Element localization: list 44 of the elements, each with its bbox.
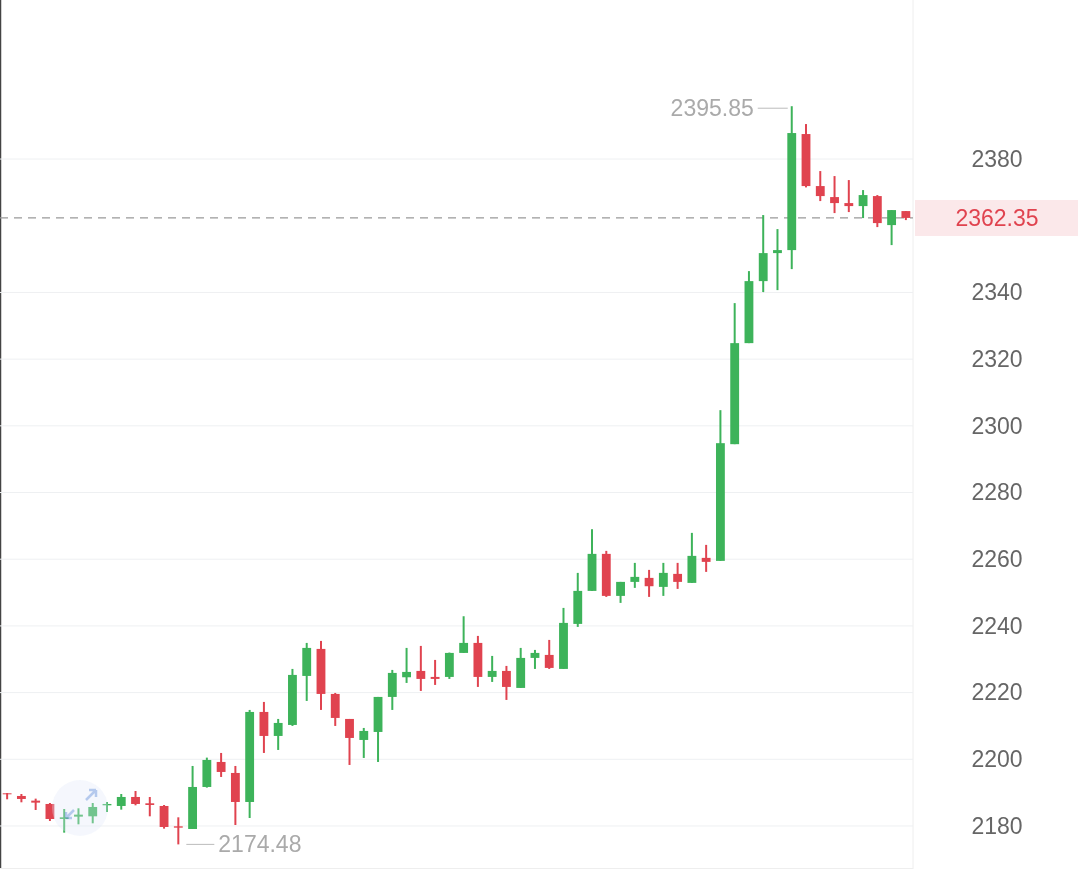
candlestick [273,717,283,751]
y-tick-label: 2320 [971,346,1023,372]
candlestick [59,807,69,834]
candlestick [173,816,183,846]
candlestick [544,638,554,670]
y-tick-label: 2340 [971,279,1023,306]
candlestick [45,801,55,822]
candlestick [359,726,369,759]
candlestick [430,658,440,686]
candlestick [145,795,155,818]
y-tick-label: 2300 [971,412,1023,439]
candlestick [701,543,711,573]
candlestick [159,803,169,830]
annotation: 2395.85 [670,95,754,122]
candlestick [459,615,469,654]
y-tick-label: 2260 [971,546,1023,573]
ref-line-label: 2362.35 [955,204,1039,231]
candlestick [887,209,897,247]
candlestick [773,228,782,292]
candlestick [502,664,511,701]
y-tick-label: 2200 [971,746,1023,773]
candlestick [487,654,497,683]
y-tick-label: 2240 [971,612,1023,639]
candlestick [830,175,839,215]
candlestick [630,561,640,589]
candlestick [644,568,654,598]
candlestick [387,668,397,711]
y-tick-label: 2180 [971,812,1023,839]
y-tick-label: 2220 [971,679,1023,706]
candlestick [345,717,354,766]
candlestick [815,170,825,203]
y-tick-label: 2280 [971,479,1023,506]
candlestick [88,801,98,825]
candlestick [416,644,426,692]
candlestick [673,561,683,590]
candlestick [216,751,226,778]
candlestick [844,179,854,214]
candlestick [402,646,411,684]
candlestick [530,648,540,670]
annotation: 2174.48 [218,831,302,858]
candlestick [658,561,668,597]
candlestick [858,189,868,220]
price-tag: 2362.35 [915,199,1078,236]
y-tick-label: 2380 [971,145,1023,172]
